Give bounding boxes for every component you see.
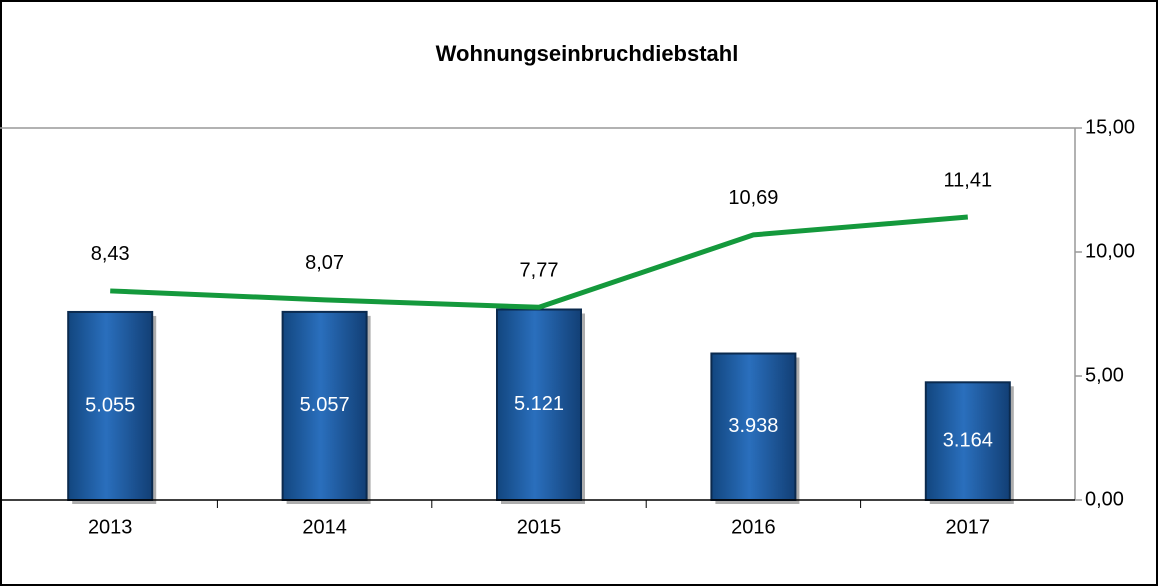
- y2-tick-label: 5,00: [1085, 364, 1124, 386]
- line: [110, 214, 969, 310]
- bar-label: 3.938: [728, 415, 778, 437]
- bar: [924, 381, 1011, 501]
- bar: [710, 352, 797, 502]
- line-label: 8,07: [305, 252, 344, 274]
- x-tick-label: 2014: [302, 516, 347, 538]
- y2-tick-label: 10,00: [1085, 240, 1135, 262]
- bar-label: 3.164: [943, 429, 993, 451]
- line-label: 7,77: [520, 260, 559, 282]
- x-tick-label: 2016: [731, 516, 776, 538]
- line-label: 11,41: [944, 169, 993, 191]
- x-tick-label: 2017: [946, 516, 991, 538]
- x-tick-label: 2015: [517, 516, 562, 538]
- bar-label: 5.057: [300, 394, 350, 416]
- chart-title: Wohnungseinbruchdiebstahl: [436, 41, 739, 66]
- y2-tick-label: 15,00: [1085, 116, 1135, 138]
- x-tick-label: 2013: [88, 516, 133, 538]
- bar-label: 5.121: [514, 393, 564, 415]
- line-label: 10,69: [728, 187, 778, 209]
- line-label: 8,43: [91, 243, 130, 265]
- y2-tick-label: 0,00: [1085, 488, 1124, 510]
- bar-label: 5.055: [85, 394, 135, 416]
- bar: [496, 308, 582, 502]
